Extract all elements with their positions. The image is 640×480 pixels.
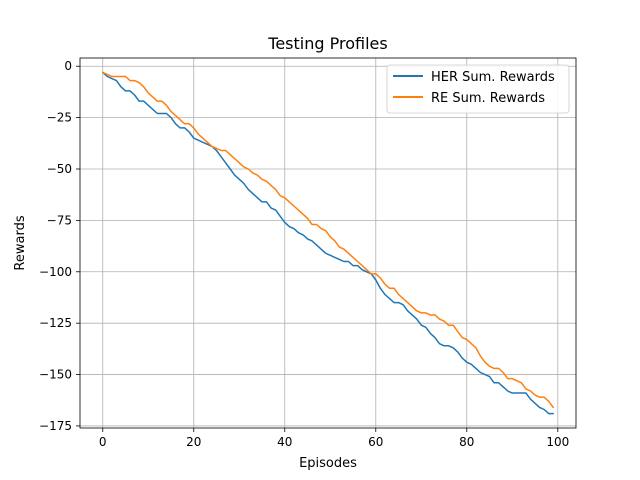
- chart-title: Testing Profiles: [267, 34, 387, 53]
- series-line-re: [102, 71, 554, 409]
- x-tick-label: 60: [368, 435, 383, 449]
- y-tick-label: −125: [39, 316, 72, 330]
- y-tick-label: −25: [47, 111, 72, 125]
- legend-box: [386, 64, 570, 114]
- series-line-her: [102, 71, 554, 415]
- legend: HER Sum. Rewards RE Sum. Rewards: [386, 64, 570, 114]
- y-axis-label: Rewards: [13, 215, 28, 270]
- tick-layer: 0 20 40 60 80 100 0 −25 −50 −75 −100 −125 −150 −175: [39, 59, 569, 449]
- axes-frame: [79, 57, 577, 429]
- series-layer: [102, 71, 554, 415]
- x-tick-label: 20: [186, 435, 201, 449]
- x-tick-label: 80: [459, 435, 474, 449]
- legend-label-her: HER Sum. Rewards: [431, 70, 555, 85]
- y-tick-label: −75: [47, 213, 72, 227]
- grid-layer: [80, 58, 576, 428]
- x-tick-label: 40: [277, 435, 292, 449]
- y-tick-label: −50: [47, 162, 72, 176]
- y-tick-label: −175: [39, 419, 72, 433]
- legend-label-re: RE Sum. Rewards: [431, 91, 545, 106]
- x-tick-label: 100: [546, 435, 569, 449]
- y-tick-label: −100: [39, 265, 72, 279]
- y-tick-label: 0: [64, 59, 72, 73]
- x-axis-label: Episodes: [299, 456, 357, 471]
- y-tick-label: −150: [39, 368, 72, 382]
- x-tick-label: 0: [99, 435, 107, 449]
